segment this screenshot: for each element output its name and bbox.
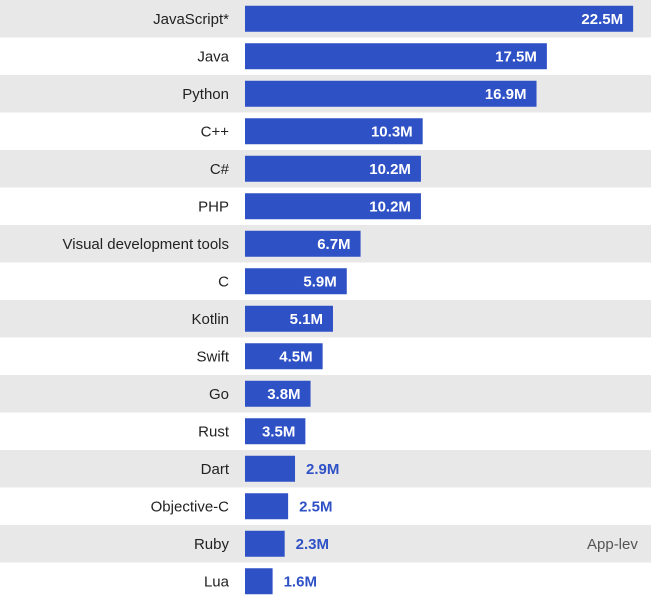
bar-java: [245, 43, 547, 70]
category-label-objective-c: Objective-C: [151, 498, 230, 515]
category-label-python: Python: [182, 86, 229, 103]
bar-c: [245, 155, 421, 182]
annotation-text: App-lev: [587, 536, 638, 553]
bar-python: [245, 80, 537, 107]
value-label-kotlin: 5.1M: [290, 311, 323, 328]
bar-go: [245, 380, 311, 407]
category-label-javascript: JavaScript*: [153, 11, 229, 28]
category-label-dart: Dart: [201, 461, 230, 478]
value-label-lua: 1.6M: [284, 573, 317, 590]
category-label-java: Java: [197, 48, 229, 65]
category-label-php: PHP: [198, 198, 229, 215]
bar-javascript: [245, 5, 634, 32]
category-label-c: C#: [210, 161, 230, 178]
value-label-objective-c: 2.5M: [299, 498, 332, 515]
value-label-c: 5.9M: [303, 273, 336, 290]
category-label-rust: Rust: [198, 423, 230, 440]
category-label-go: Go: [209, 386, 229, 403]
value-label-dart: 2.9M: [306, 461, 339, 478]
value-label-c: 10.2M: [369, 161, 411, 178]
category-label-ruby: Ruby: [194, 536, 230, 553]
value-label-go: 3.8M: [267, 386, 300, 403]
category-labels: JavaScript* Java Python C++ C# PHP Visual deve…: [63, 11, 230, 591]
bar-objective-c: [245, 493, 289, 520]
category-label-c: C: [218, 273, 229, 290]
category-label-visual-development-tools: Visual development tools: [63, 236, 230, 253]
value-label-php: 10.2M: [369, 198, 411, 215]
bar-ruby: [245, 530, 285, 557]
value-label-ruby: 2.3M: [296, 536, 329, 553]
bar-c: [245, 268, 347, 295]
value-label-visual-development-tools: 6.7M: [317, 236, 350, 253]
value-label-python: 16.9M: [485, 86, 527, 103]
bar-lua: [245, 568, 273, 595]
value-label-java: 17.5M: [495, 48, 537, 65]
value-label-swift: 4.5M: [279, 348, 312, 365]
bar-visual-development-tools: [245, 230, 361, 257]
value-label-rust: 3.5M: [262, 423, 295, 440]
bar-kotlin: [245, 305, 333, 332]
value-labels: 22.5M 17.5M 16.9M 10.3M 10.2M 10.2M 6.7M 5.9M 5.…: [262, 11, 623, 591]
category-label-lua: Lua: [204, 573, 230, 590]
bar-swift: [245, 343, 323, 370]
row-band-go: [0, 375, 651, 413]
bars: [245, 5, 634, 595]
row-band-ruby: [0, 525, 651, 563]
bar-php: [245, 193, 421, 220]
value-label-javascript: 22.5M: [581, 11, 623, 28]
bar-dart: [245, 455, 296, 482]
bar-c: [245, 118, 423, 145]
category-label-swift: Swift: [196, 348, 229, 365]
value-label-c: 10.3M: [371, 123, 413, 140]
category-label-c: C++: [201, 123, 230, 140]
row-band-dart: [0, 450, 651, 488]
category-label-kotlin: Kotlin: [191, 311, 229, 328]
bar-rust: [245, 418, 306, 445]
